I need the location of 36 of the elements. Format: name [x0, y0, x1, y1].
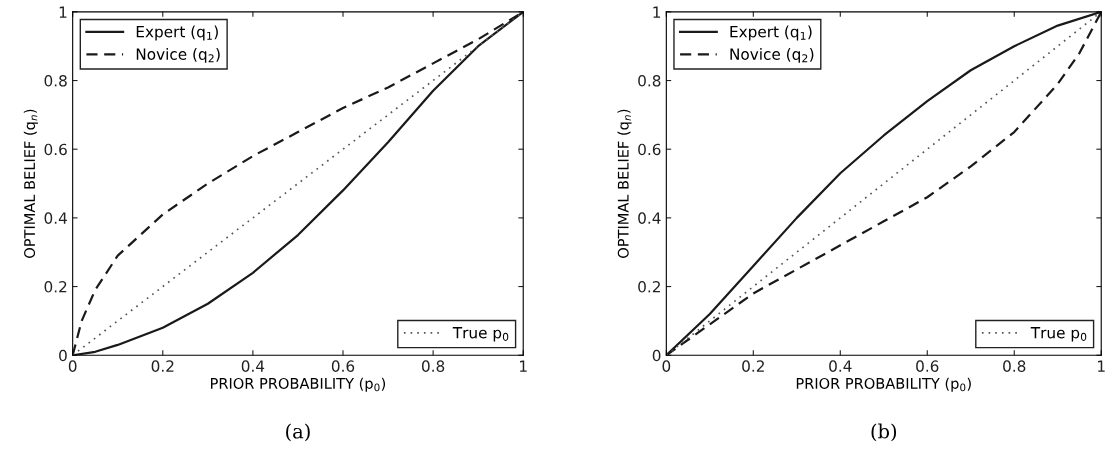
- x-tick-label: 0.2: [742, 360, 764, 372]
- x-tick-label: 0.4: [241, 360, 265, 372]
- y-tick-label: 0.8: [44, 74, 67, 87]
- y-tick-label: 0.6: [638, 143, 661, 156]
- legend-label: True p$_{0}$: [1030, 327, 1087, 342]
- x-tick-label: 0: [662, 360, 671, 372]
- legend-label: True p$_{0}$: [452, 327, 509, 342]
- legend-label: Expert (q$_{1}$): [136, 25, 218, 41]
- legend-label: Novice (q$_{2}$): [730, 48, 814, 63]
- x-axis-title: PRIOR PROBABILITY (p$_{0}$): [796, 377, 971, 392]
- legend-label: Expert (q$_{1}$): [730, 25, 812, 41]
- x-tick-label: 1: [1098, 360, 1105, 372]
- x-tick-label: 0: [68, 360, 77, 372]
- y-tick-label: 0.8: [638, 74, 661, 87]
- x-tick-label: 0.6: [916, 360, 939, 372]
- y-tick-label: 1: [653, 6, 661, 18]
- y-tick-label: 0.4: [44, 212, 67, 224]
- y-tick-label: 0: [59, 349, 67, 362]
- x-tick-label: 0.8: [1003, 360, 1026, 372]
- x-tick-label: 1: [520, 360, 527, 372]
- y-axis-title: OPTIMAL BELIEF (q$_{n}$): [23, 109, 38, 258]
- y-tick-label: 0.4: [638, 212, 661, 224]
- text: (b): [871, 423, 897, 442]
- legend-label: Novice (q$_{2}$): [136, 48, 220, 63]
- text: (a): [286, 423, 310, 442]
- y-tick-label: 0.6: [44, 143, 67, 156]
- x-tick-label: 0.2: [151, 360, 174, 372]
- y-tick-label: 0: [652, 349, 661, 362]
- y-tick-label: 0.2: [638, 281, 660, 293]
- y-tick-label: 1: [59, 6, 67, 18]
- y-axis-title: OPTIMAL BELIEF (q$_{n}$): [617, 109, 632, 258]
- x-tick-label: 0.4: [829, 360, 852, 372]
- x-tick-label: 0.6: [331, 360, 355, 372]
- x-axis-title: PRIOR PROBABILITY (p$_{0}$): [211, 377, 386, 392]
- y-tick-label: 0.2: [44, 281, 67, 293]
- x-tick-label: 0.8: [421, 360, 445, 372]
